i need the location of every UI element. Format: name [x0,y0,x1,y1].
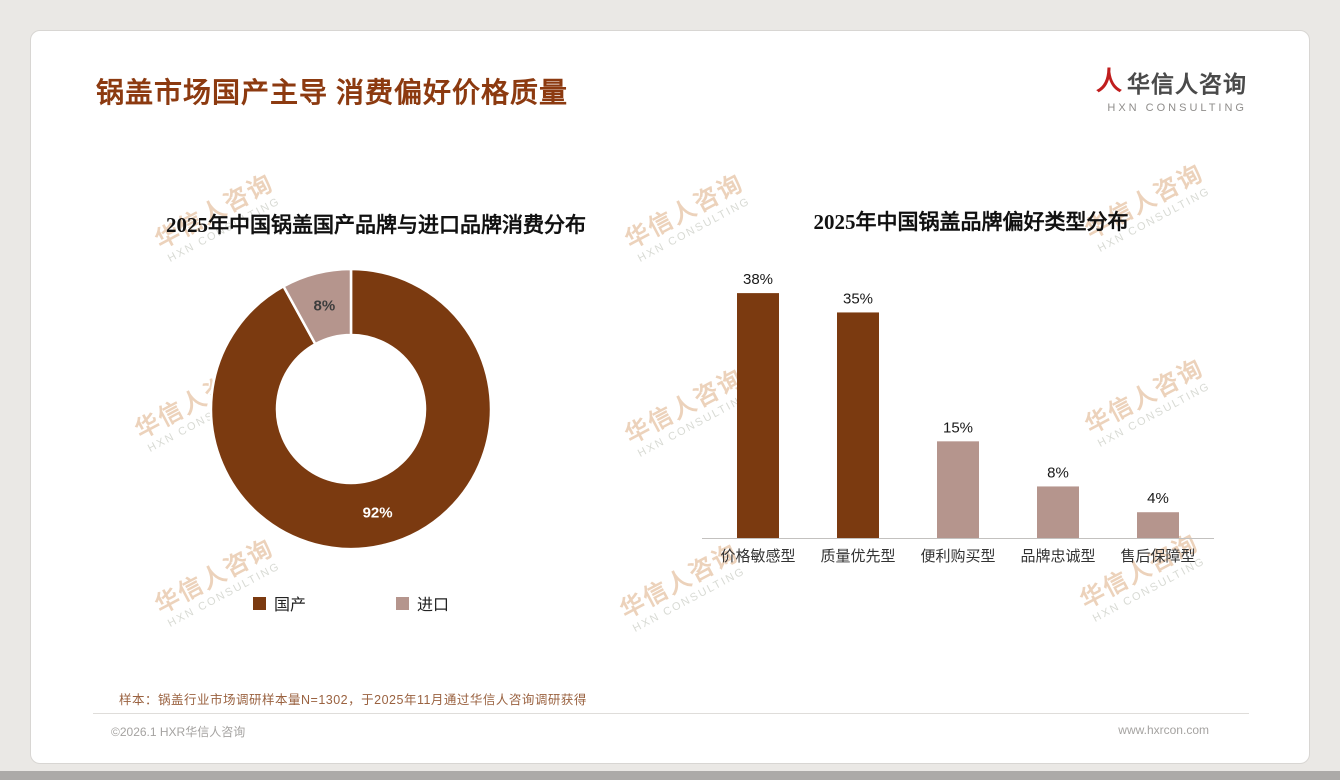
bar-category-label-4: 售后保障型 [1120,547,1195,565]
bar-category-label-2: 便利购买型 [920,548,995,565]
bar-3 [1037,486,1079,538]
donut-chart-title: 2025年中国锅盖国产品牌与进口品牌消费分布 [166,213,586,237]
brand-logo-subtext: HXN CONSULTING [1107,102,1247,114]
bar-0 [737,293,779,538]
website-url: www.hxrcon.com [1118,723,1209,737]
donut-data-label-1: 8% [314,297,336,314]
bar-category-label-1: 质量优先型 [820,548,895,565]
donut-slice-0 [209,267,493,551]
copyright-text: ©2026.1 HXR华信人咨询 [111,725,246,739]
donut-data-label-0: 92% [363,505,393,522]
brand-logo: 人 华信人咨询 HXN CONSULTING [1096,65,1247,115]
legend-item-0: 国产 [252,591,306,615]
legend-label-0: 国产 [273,597,306,614]
bottom-bar [0,771,1340,780]
slide-card: 华信人咨询 HXN CONSULTING 华信人咨询 HXN CONSULTING 华信… [30,30,1310,764]
bar-category-label-0: 价格敏感型 [720,548,795,565]
donut-legend: 国产 进口 [131,591,571,615]
legend-item-1: 进口 [396,591,449,615]
brand-logo-icon: 人 [1095,67,1122,96]
sample-note: 样本：锅盖行业市场调研样本量N=1302，于2025年11月通过华信人咨询调研获… [119,693,587,707]
legend-swatch-0 [252,596,266,610]
bar-data-label-0: 38% [743,271,773,288]
bar-data-label-4: 4% [1147,490,1169,507]
page-title: 锅盖市场国产主导 消费偏好价格质量 [96,78,569,109]
legend-swatch-1 [396,596,409,610]
footer-divider [93,713,1249,714]
bar-category-label-3: 品牌忠诚型 [1020,548,1095,565]
brand-logo-row: 人 华信人咨询 [1096,65,1247,99]
bar-data-label-3: 8% [1047,464,1069,481]
watermark: 华信人咨询 HXN CONSULTING [1080,159,1213,255]
bar-4 [1137,512,1179,538]
bar-chart: 38% 价格敏感型 35% 质量优先型 15% 便利购买型 8% 品牌忠诚型 4% 售后保障型 [702,271,1214,565]
bar-chart-title: 2025年中国锅盖品牌偏好类型分布 [813,210,1129,234]
legend-label-1: 进口 [417,597,450,614]
donut-chart: 92% 8% [209,267,493,551]
donut-slice-1 [281,267,353,346]
bar-data-label-2: 15% [943,419,973,436]
footer-row: ©2026.1 HXR华信人咨询 www.hxrcon.com [31,723,1309,740]
brand-logo-text: 华信人咨询 [1127,72,1247,97]
bar-data-label-1: 35% [843,290,873,307]
bar-1 [837,312,879,538]
bar-2 [937,441,979,538]
